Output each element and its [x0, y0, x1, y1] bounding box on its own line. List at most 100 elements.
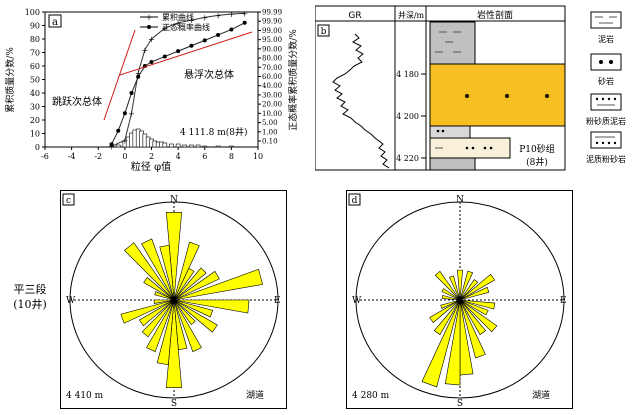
rose-petal: [120, 299, 175, 324]
litho-header: 岩性剖面: [477, 9, 513, 21]
left-y-tick-labels: 0 10 20 30 40 50 60 70 80 90 100: [25, 8, 45, 152]
probability-point: [162, 54, 167, 59]
panel-b: GR 井深/m 岩性剖面 b 4 180 4 200 4 220 P10砂组 (…: [314, 4, 641, 174]
left-y-axis-label: 累积质量分数/%: [4, 47, 16, 113]
probability-point: [122, 111, 127, 116]
rose-petal: [124, 242, 175, 301]
x-tick: -6: [41, 152, 49, 161]
x-tick: -2: [94, 152, 102, 161]
depth-tick-4180: 4 180: [396, 70, 419, 79]
y-tick-left: 80: [30, 35, 40, 44]
y-tick-right: 10.00: [262, 110, 282, 118]
y-tick-right: 1.00: [262, 128, 278, 136]
rose-diagram-d: d N S W E 4 280 m 湖道: [346, 190, 573, 409]
y-tick-right: 99.99: [262, 9, 282, 17]
east-label: E: [560, 296, 567, 306]
rose-petal: [173, 299, 202, 353]
right-y-axis-label: 正态概率累积质量分数/%: [287, 29, 299, 131]
cumulative-point: +: [241, 9, 248, 18]
y-tick-right: 70.00: [262, 64, 282, 72]
panel-d: d N S W E 4 280 m 湖道: [346, 190, 574, 410]
histogram-bar: [229, 145, 234, 148]
north-label: N: [170, 195, 178, 205]
y-tick-left: 20: [30, 116, 40, 125]
rose-petal: [159, 244, 175, 301]
rose-petal: [441, 288, 461, 301]
cumulative-point: +: [148, 35, 155, 44]
y-tick-left: 50: [30, 76, 40, 85]
y-tick-right: 99.90: [262, 18, 282, 26]
probability-point: [216, 32, 221, 37]
cumulative-point: +: [141, 46, 148, 55]
sample-label: 4 111.8 m(8井): [180, 126, 248, 138]
x-tick: -4: [68, 152, 76, 161]
rose-petal: [459, 270, 474, 301]
y-tick-right: 20.00: [262, 101, 282, 109]
environment-label: 湖道: [246, 389, 264, 401]
gr-curve: [332, 33, 390, 169]
depth-tick-4200: 4 200: [396, 112, 419, 121]
legend-silty-mudstone: 粉砂质泥岩: [586, 116, 626, 126]
legend-argillaceous-siltstone: 泥质粉砂岩: [586, 154, 626, 164]
cumulative-point: +: [215, 11, 222, 20]
panel-tag: d: [352, 196, 358, 206]
rose-petal: [146, 299, 175, 353]
depth-label: 4 280 m: [352, 391, 390, 401]
svg-text:+: +: [146, 13, 153, 22]
rose-petal: [154, 291, 175, 301]
rose-petal: [449, 275, 461, 301]
probability-point: [202, 38, 207, 43]
chart-legend: + 累积曲线 正态概率曲线: [140, 12, 210, 32]
rose-petal: [156, 299, 175, 366]
saltation-annotation: 跳跃次总体: [52, 95, 102, 108]
rose-diagram-c: c N S W E 4 410 m 湖道: [60, 190, 287, 409]
probability-point: [189, 43, 194, 48]
cumulative-markers: ++++++++ + + + + +: [108, 9, 248, 151]
panel-a: a + + + + + + + + + + + + + + 累积曲线 正态概率曲线 悬浮次总体 跳跃次总…: [0, 0, 300, 178]
legend-sandstone: 砂岩: [598, 76, 614, 86]
histogram-bar: [189, 144, 194, 148]
rose-petal: [459, 299, 489, 316]
y-tick-right: 40.00: [262, 82, 282, 90]
x-tick: 4: [176, 152, 181, 161]
probability-point: [176, 49, 181, 54]
rose-petal: [173, 267, 207, 301]
environment-label: 湖道: [532, 389, 550, 401]
rose-petal: [440, 299, 461, 309]
mudstone-bed: [429, 21, 476, 65]
rose-petal: [459, 299, 498, 333]
y-tick-right: 80.00: [262, 55, 282, 63]
gr-header: GR: [348, 11, 361, 21]
y-tick-left: 100: [25, 8, 40, 17]
south-label: S: [171, 399, 177, 409]
rose-petal: [459, 299, 486, 359]
probability-point: [136, 74, 141, 79]
rose-petals: [120, 212, 264, 388]
histogram-bar: [162, 142, 168, 148]
rose-petal: [429, 299, 461, 323]
rose-petal: [459, 273, 496, 301]
histogram-bar: [182, 144, 188, 148]
depth-header: 井深/m: [398, 10, 425, 20]
rose-petal: [457, 269, 463, 301]
x-tick: 8: [229, 152, 234, 161]
cumulative-point: +: [135, 69, 142, 78]
well-log-section: GR 井深/m 岩性剖面 b 4 180 4 200 4 220 P10砂组 (…: [314, 5, 626, 171]
rose-petal: [459, 286, 490, 301]
probability-curve: [111, 22, 245, 145]
well-label: (8井): [526, 156, 548, 168]
grain-size-chart: a ++++++++ + + + + + + 累积曲线 正态概率曲线 悬浮次总体 跳跃次总…: [4, 8, 299, 173]
legend-mudstone: 泥岩: [598, 34, 614, 44]
rose-petal: [433, 299, 461, 336]
rose-petal: [444, 299, 461, 386]
suspension-fit-line: [119, 31, 253, 76]
y-tick-right: 90.00: [262, 45, 282, 53]
panel-c: c N S W E 4 410 m 湖道: [60, 190, 288, 410]
depth-tick-4220: 4 220: [396, 154, 419, 163]
rose-petal: [173, 299, 250, 314]
cumulative-point: +: [122, 136, 129, 145]
unit-label: P10砂组: [519, 143, 555, 155]
histogram-bar: [115, 144, 121, 148]
legend-cumulative: 累积曲线: [162, 12, 194, 22]
y-tick-right: 60.00: [262, 73, 282, 81]
